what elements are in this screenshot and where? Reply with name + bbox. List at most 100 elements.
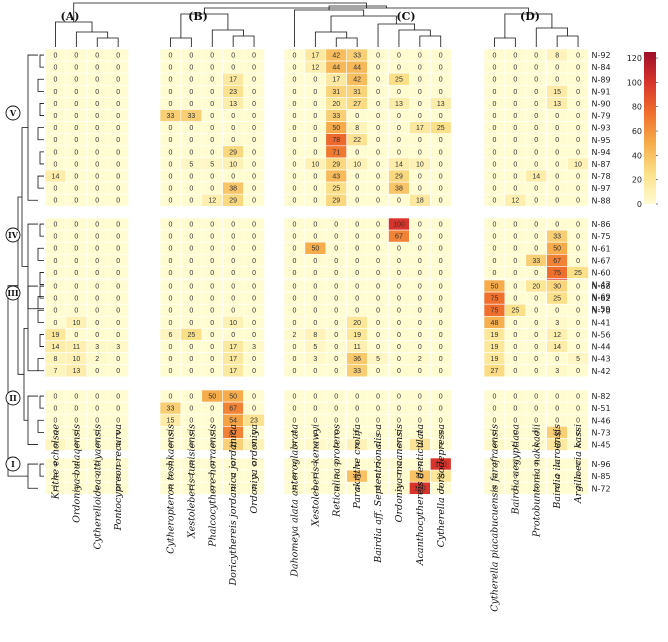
cell-value: 0	[492, 101, 496, 108]
cell-value: 0	[397, 418, 401, 425]
cell-value: 0	[210, 221, 214, 228]
cell-value: 0	[355, 406, 359, 413]
cell-value: 0	[53, 52, 57, 59]
cell-value: 0	[397, 406, 401, 413]
column-label: Protobuntonia nakkadii	[531, 424, 542, 538]
cell-value: 0	[534, 161, 538, 168]
cell-value: 0	[439, 52, 443, 59]
cell-value: 0	[210, 258, 214, 265]
cell-value: 31	[332, 89, 340, 96]
cell-value: 0	[313, 368, 317, 375]
cell-value: 0	[439, 270, 443, 277]
cell-value: 0	[576, 246, 580, 253]
cell-value: 0	[168, 101, 172, 108]
cell-value: 0	[252, 270, 256, 277]
row-label: N-95	[592, 136, 611, 145]
cell-value: 8	[53, 356, 57, 363]
cell-value: 0	[513, 149, 517, 156]
cell-value: 0	[116, 186, 120, 193]
cell-value: 0	[376, 52, 380, 59]
column-group-labels: (A) (B) (C) (D)	[61, 10, 540, 23]
cell-value: 0	[292, 270, 296, 277]
cell-value: 0	[439, 344, 443, 351]
column-label: Bairdia aegyptiaca	[510, 424, 521, 516]
cell-value: 0	[376, 137, 380, 144]
cell-value: 10	[416, 161, 424, 168]
column-label: Ordoniya maanensis	[394, 424, 405, 522]
dendrogram-branch	[17, 196, 24, 375]
cell-value: 0	[513, 246, 517, 253]
cell-value: 0	[418, 283, 422, 290]
dendrogram-branch	[39, 463, 44, 477]
heatmap-cell	[243, 193, 265, 207]
row-label: N-84	[592, 63, 611, 72]
cell-value: 12	[311, 65, 319, 72]
cell-value: 0	[576, 406, 580, 413]
dendrogram-branch	[27, 395, 38, 445]
cell-value: 0	[74, 125, 78, 132]
cell-value: 75	[553, 270, 561, 277]
cell-value: 0	[376, 320, 380, 327]
cell-value: 0	[189, 344, 193, 351]
cell-value: 25	[395, 77, 403, 84]
dendrogram-branch	[55, 21, 93, 47]
cell-value: 0	[418, 149, 422, 156]
cell-value: 0	[492, 125, 496, 132]
dendrogram-branch	[39, 395, 44, 409]
legend-tick-label: 120	[627, 54, 642, 63]
color-legend: 0 20 40 60 80 100 120	[627, 52, 658, 209]
cell-value: 0	[53, 320, 57, 327]
cell-value: 0	[355, 149, 359, 156]
cell-value: 0	[397, 296, 401, 303]
cell-value: 0	[418, 406, 422, 413]
legend-tick-label: 80	[632, 103, 642, 112]
cell-value: 15	[553, 89, 561, 96]
cell-value: 0	[53, 393, 57, 400]
cell-value: 0	[492, 198, 496, 205]
cell-value: 33	[167, 406, 175, 413]
cell-value: 0	[95, 270, 99, 277]
cell-value: 0	[439, 77, 443, 84]
cluster-label: I	[11, 459, 15, 469]
cell-value: 0	[513, 113, 517, 120]
cell-value: 13	[553, 101, 561, 108]
cell-value: 25	[511, 308, 519, 315]
cell-value: 0	[53, 406, 57, 413]
row-label: N-79	[592, 112, 611, 121]
cell-value: 0	[334, 308, 338, 315]
cell-value: 3	[313, 356, 317, 363]
cell-value: 0	[210, 125, 214, 132]
cell-value: 0	[576, 77, 580, 84]
cell-value: 0	[534, 393, 538, 400]
cell-value: 0	[95, 77, 99, 84]
cell-value: 0	[252, 137, 256, 144]
row-label: N-70	[592, 306, 611, 315]
cell-value: 0	[313, 418, 317, 425]
cell-value: 0	[292, 221, 296, 228]
cell-value: 0	[210, 356, 214, 363]
column-label: Pontocypreon recurva	[113, 424, 124, 532]
cell-value: 0	[418, 52, 422, 59]
cell-value: 0	[513, 52, 517, 59]
cell-value: 0	[534, 149, 538, 156]
dendrogram-branch	[39, 54, 44, 68]
column-label: Parakrithe crolifa	[352, 424, 363, 510]
cell-value: 0	[376, 308, 380, 315]
dendrogram-branch	[232, 35, 255, 47]
cell-value: 0	[116, 113, 120, 120]
heatmap-cell	[243, 364, 265, 378]
row-label: N-42	[592, 367, 611, 376]
cell-value: 0	[492, 418, 496, 425]
cell-value: 27	[491, 368, 499, 375]
cell-value: 0	[292, 320, 296, 327]
cell-value: 0	[534, 65, 538, 72]
cell-value: 0	[534, 308, 538, 315]
column-label: Argilloecia kassi	[573, 424, 584, 504]
cell-value: 0	[376, 344, 380, 351]
cell-value: 0	[116, 198, 120, 205]
cell-value: 0	[418, 258, 422, 265]
cell-value: 0	[292, 234, 296, 241]
legend-tick-label: 100	[627, 78, 642, 87]
cell-value: 0	[53, 258, 57, 265]
